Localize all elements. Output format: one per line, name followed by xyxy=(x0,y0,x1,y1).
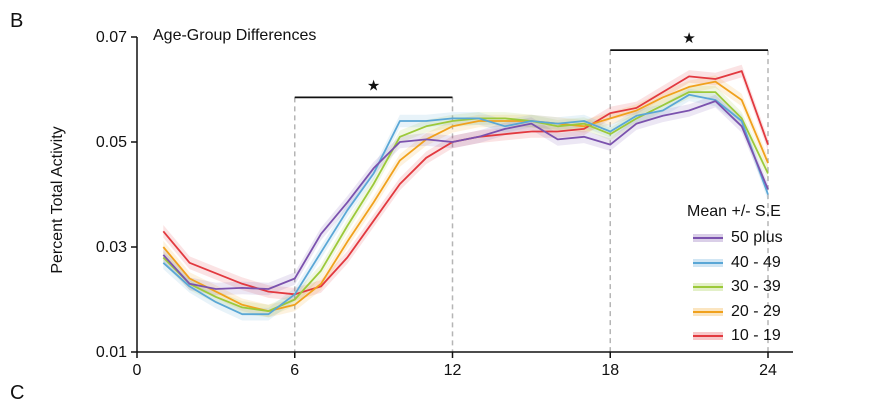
legend-label: 30 - 39 xyxy=(731,278,781,295)
se-band xyxy=(163,85,769,318)
legend-swatch xyxy=(693,258,723,267)
series-line-30-39 xyxy=(162,91,769,313)
x-tick-label: 6 xyxy=(290,362,299,379)
next-panel-label: C xyxy=(10,382,25,404)
series-line-50plus xyxy=(162,100,769,290)
y-tick-label: 0.07 xyxy=(96,29,127,46)
series-line-40-49 xyxy=(162,93,769,316)
legend-swatch xyxy=(693,332,723,340)
legend-swatch xyxy=(693,234,723,242)
y-tick-label: 0.01 xyxy=(96,344,127,361)
legend-item: 40 - 49 xyxy=(693,252,781,274)
x-tick-label: 0 xyxy=(133,362,142,379)
legend-swatch xyxy=(693,307,723,316)
legend-label: 20 - 29 xyxy=(731,302,781,320)
x-tick-label: 12 xyxy=(444,362,462,379)
significance-star-icon: ★ xyxy=(682,29,695,47)
legend-swatch xyxy=(693,283,723,291)
legend-item: 20 - 29 xyxy=(693,301,781,323)
legend-title: Mean +/- S.E xyxy=(687,203,781,220)
legend-label: 40 - 49 xyxy=(731,253,781,271)
legend-label: 50 plus xyxy=(731,229,783,246)
legend-item: 10 - 19 xyxy=(693,325,781,347)
panel-label: B xyxy=(10,10,24,32)
y-tick-label: 0.05 xyxy=(96,134,127,151)
significance-star-icon: ★ xyxy=(367,76,380,94)
legend-item: 50 plus xyxy=(693,227,783,249)
chart-title: Age-Group Differences xyxy=(153,27,317,44)
legend-label: 10 - 19 xyxy=(731,327,781,344)
legend-item: 30 - 39 xyxy=(693,276,781,298)
y-tick-label: 0.03 xyxy=(96,239,127,256)
x-tick-label: 24 xyxy=(759,362,777,379)
x-tick-label: 18 xyxy=(601,362,619,379)
